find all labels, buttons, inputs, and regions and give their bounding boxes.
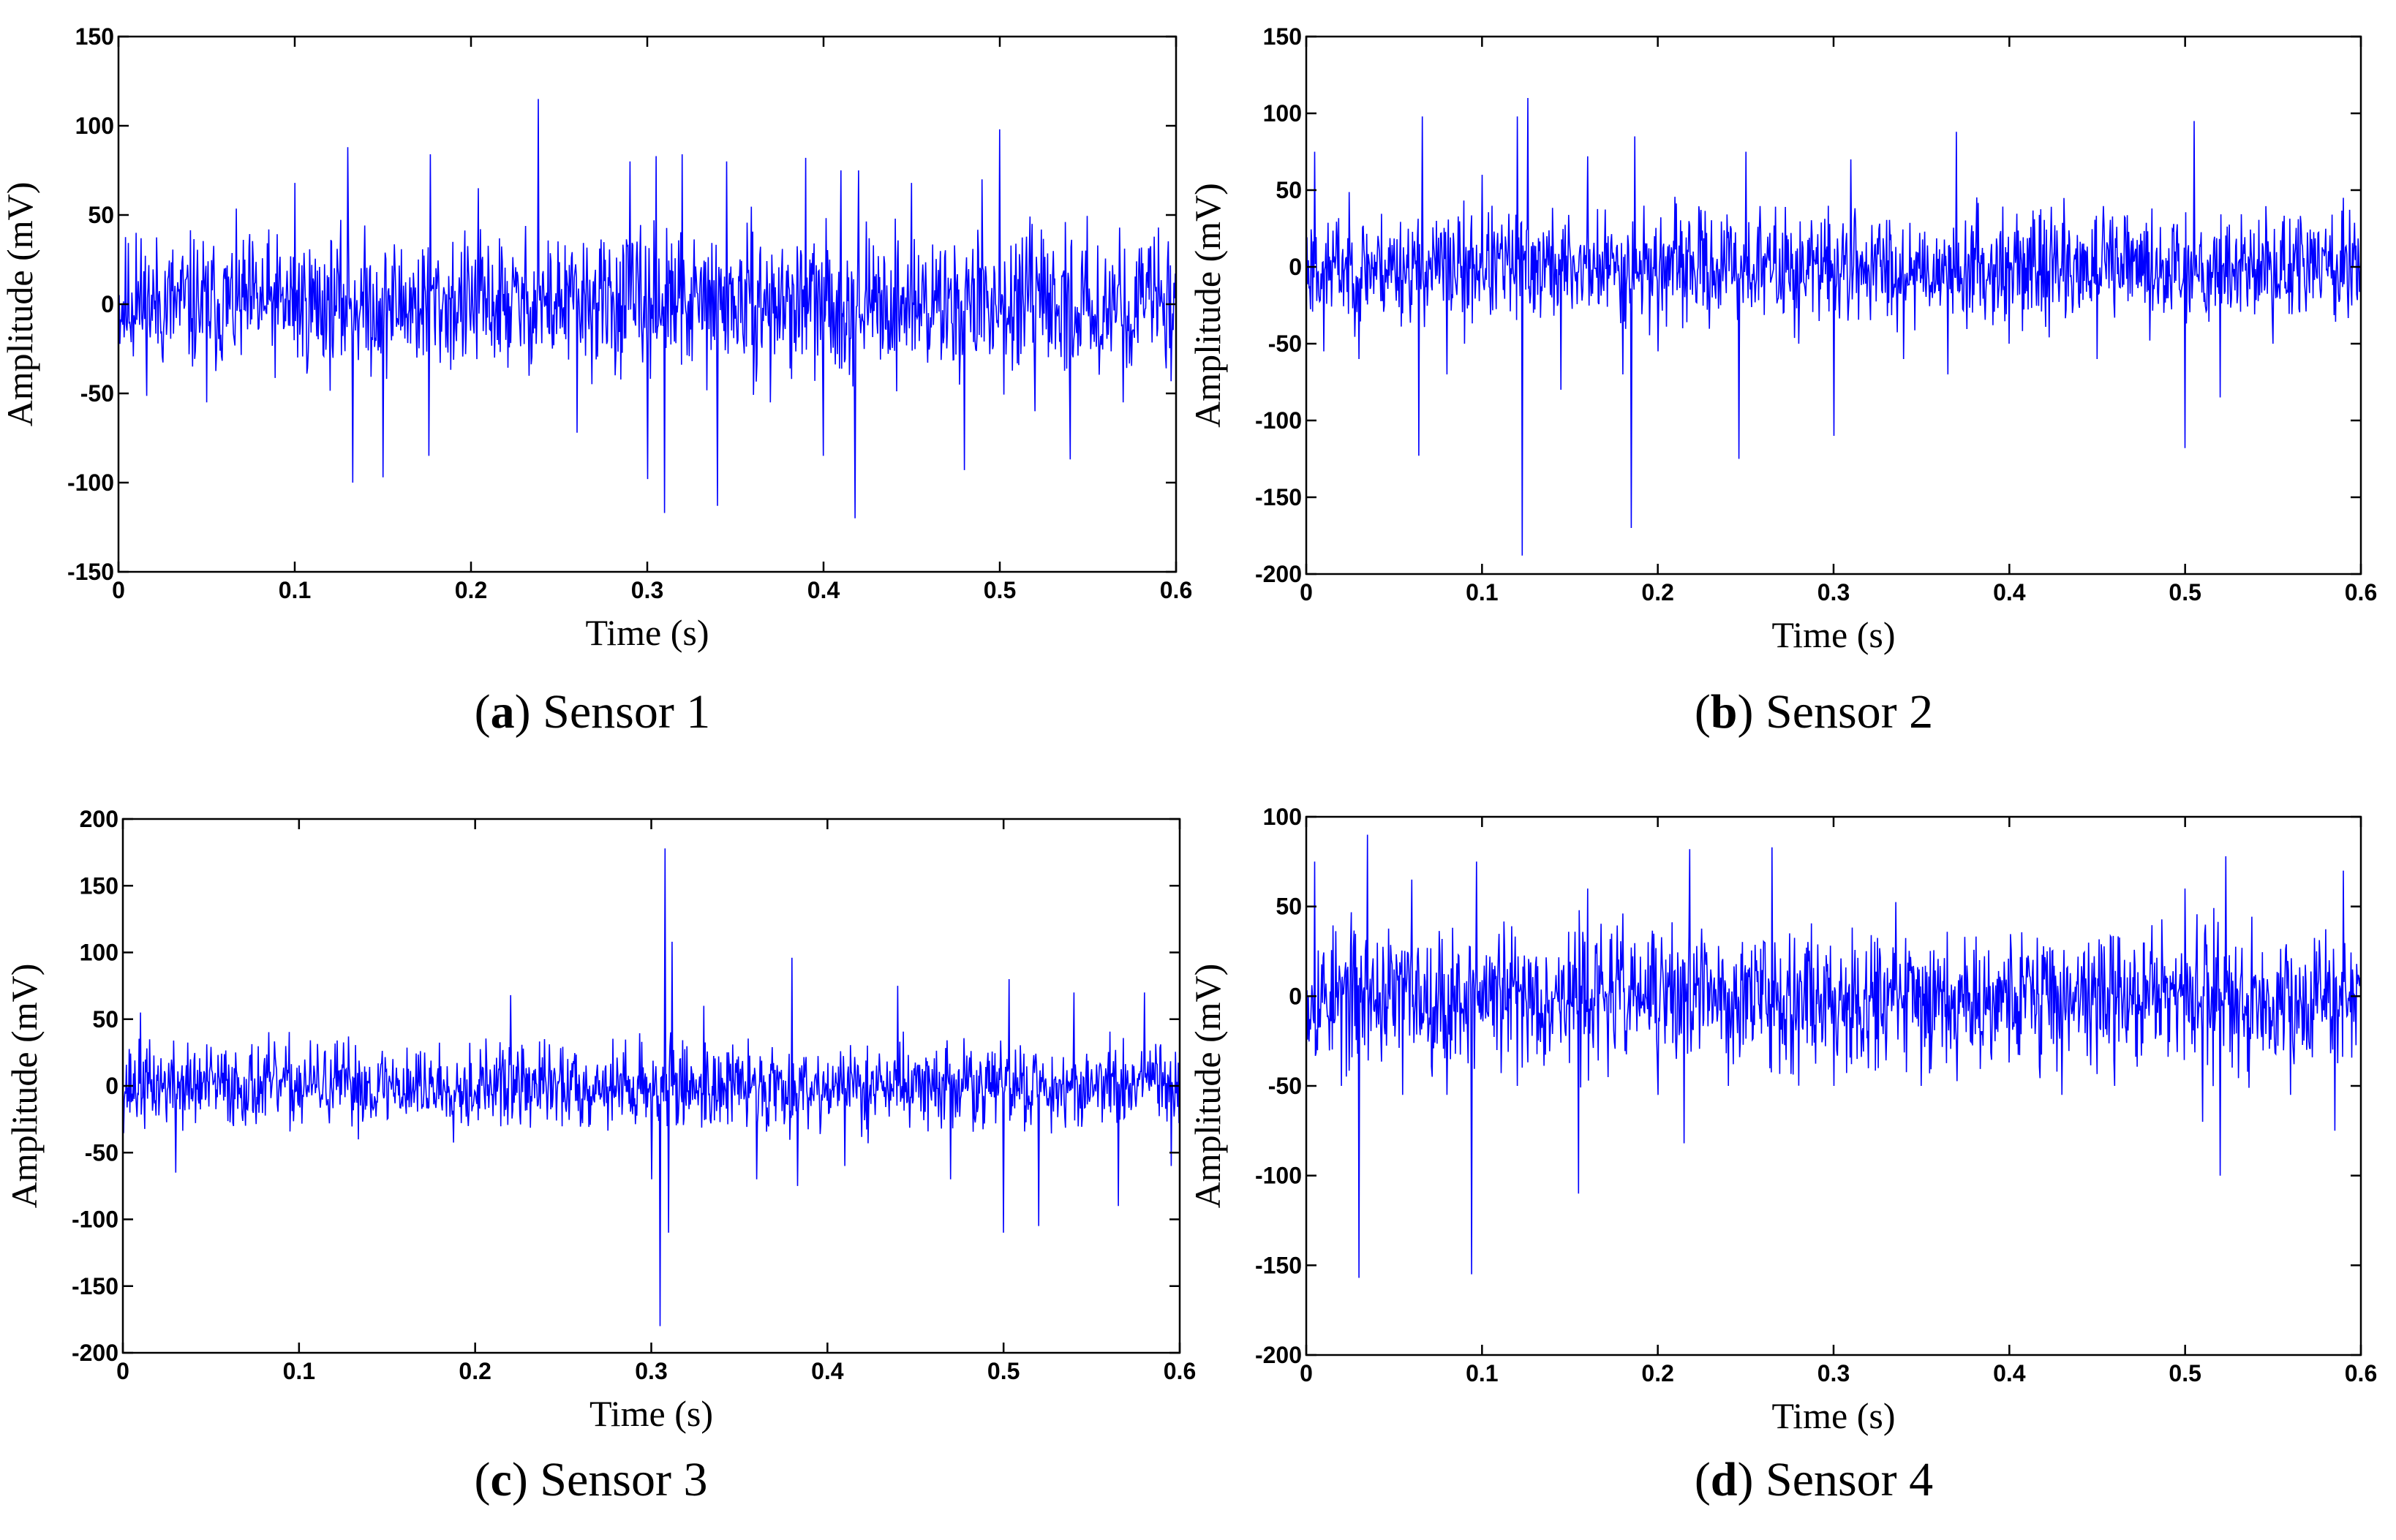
y-tick-label: -50 (1268, 331, 1302, 357)
panel-caption-c: (c) Sensor 3 (475, 1453, 708, 1506)
caption-open-paren: ( (475, 1453, 491, 1506)
chart-panel-a: 0 0.1 0.2 0.3 0.4 0.5 0.6 -150 -100 -50 0 50 100 150 T… (0, 23, 1192, 739)
x-tick-label: 0.1 (1466, 1360, 1498, 1386)
y-tick-label: -50 (1268, 1073, 1302, 1099)
x-axis-label: Time (s) (1771, 614, 1895, 655)
x-tick-label: 0.6 (2345, 1360, 2377, 1386)
caption-open-paren: ( (1695, 685, 1711, 739)
chart-panel-c: 0 0.1 0.2 0.3 0.4 0.5 0.6 -200 -150 -100 -50 0 50 100… (4, 806, 1196, 1506)
x-axis-label: Time (s) (585, 612, 709, 653)
signal-line-b (1306, 97, 2362, 556)
x-tick-label: 0.5 (2169, 579, 2201, 605)
x-tick-label: 0.2 (455, 577, 487, 603)
x-tick-label: 0.4 (1993, 579, 2026, 605)
panel-caption-b: (b) Sensor 2 (1695, 685, 1933, 739)
caption-text: ) Sensor 2 (1738, 685, 1934, 739)
y-tick-label: -200 (1255, 561, 1302, 587)
x-tick-label: 0.5 (2169, 1360, 2201, 1386)
signal-line-d (1306, 834, 2362, 1278)
signal-line-a (118, 99, 1177, 518)
signal-line-c (122, 848, 1180, 1326)
x-tick-label: 0.5 (984, 577, 1016, 603)
panel-caption-d: (d) Sensor 4 (1695, 1453, 1933, 1506)
y-tick-label: 150 (1263, 23, 1302, 50)
y-tick-label: -50 (80, 380, 114, 407)
y-tick-label: -150 (1255, 1252, 1302, 1278)
y-tick-label: -150 (67, 559, 114, 585)
y-tick-label: 0 (101, 291, 114, 317)
x-tick-label: 0.3 (635, 1358, 667, 1384)
x-tick-label: 0.2 (459, 1358, 491, 1384)
panel-caption-a: (a) Sensor 1 (475, 685, 711, 739)
x-tick-label: 0.5 (987, 1358, 1020, 1384)
y-tick-label: -100 (72, 1207, 118, 1233)
caption-text: ) Sensor 3 (512, 1453, 708, 1506)
x-tick-label: 0.1 (283, 1358, 315, 1384)
y-tick-label: 100 (75, 113, 114, 139)
y-axis-label: Amplitude (mV) (1187, 183, 1228, 428)
x-tick-label: 0.6 (1160, 577, 1192, 603)
y-tick-label: 200 (80, 806, 118, 832)
x-tick-label: 0.2 (1641, 579, 1673, 605)
y-tick-label: 0 (1289, 983, 1302, 1009)
x-tick-label: 0 (1300, 579, 1313, 605)
x-tick-label: 0.1 (1466, 579, 1498, 605)
y-tick-label: 100 (80, 940, 118, 966)
y-tick-label: -100 (67, 469, 114, 496)
y-tick-label: 0 (1289, 254, 1302, 280)
y-axis-label: Amplitude (mV) (0, 182, 40, 427)
y-axis-label: Amplitude (mV) (4, 964, 45, 1209)
x-axis-label: Time (s) (589, 1393, 713, 1434)
caption-letter: a (491, 685, 515, 739)
caption-text: ) Sensor 1 (515, 685, 711, 739)
x-tick-label: 0.4 (1993, 1360, 2026, 1386)
x-tick-label: 0 (116, 1358, 129, 1384)
y-tick-label: -50 (85, 1139, 118, 1166)
y-tick-label: 50 (88, 202, 114, 228)
y-tick-label: -100 (1255, 1163, 1302, 1189)
y-tick-label: 0 (105, 1073, 118, 1099)
caption-open-paren: ( (475, 685, 491, 739)
y-tick-label: -150 (1255, 484, 1302, 510)
y-tick-label: -150 (72, 1273, 118, 1299)
y-tick-label: 150 (75, 23, 114, 50)
y-tick-label: -100 (1255, 407, 1302, 434)
y-tick-label: 100 (1263, 804, 1302, 830)
caption-letter: c (491, 1453, 512, 1506)
x-tick-label: 0.6 (2345, 579, 2377, 605)
chart-panel-d: 0 0.1 0.2 0.3 0.4 0.5 0.6 -200 -150 -100 -50 0 50 100… (1187, 804, 2377, 1506)
x-tick-label: 0.4 (811, 1358, 844, 1384)
y-tick-label: 50 (92, 1006, 118, 1033)
y-axis-label: Amplitude (mV) (1187, 964, 1228, 1209)
y-tick-label: -200 (72, 1340, 118, 1366)
x-tick-label: 0.3 (631, 577, 663, 603)
y-tick-label: 50 (1276, 894, 1302, 920)
x-tick-label: 0.3 (1817, 579, 1850, 605)
caption-letter: d (1711, 1453, 1738, 1506)
x-tick-label: 0.2 (1641, 1360, 1673, 1386)
x-tick-label: 0.1 (279, 577, 311, 603)
x-tick-label: 0 (112, 577, 125, 603)
chart-panel-b: 0 0.1 0.2 0.3 0.4 0.5 0.6 -200 -150 -100 -50 0 50 100… (1187, 23, 2377, 739)
caption-open-paren: ( (1695, 1453, 1711, 1506)
y-tick-label: 50 (1276, 177, 1302, 203)
y-tick-label: 100 (1263, 100, 1302, 127)
caption-letter: b (1711, 685, 1738, 739)
caption-text: ) Sensor 4 (1738, 1453, 1934, 1506)
y-tick-label: 150 (80, 872, 118, 899)
x-tick-label: 0 (1300, 1360, 1313, 1386)
y-tick-label: -200 (1255, 1342, 1302, 1368)
x-tick-label: 0.3 (1817, 1360, 1850, 1386)
x-axis-label: Time (s) (1771, 1395, 1895, 1436)
x-tick-label: 0.4 (807, 577, 840, 603)
x-tick-label: 0.6 (1164, 1358, 1196, 1384)
